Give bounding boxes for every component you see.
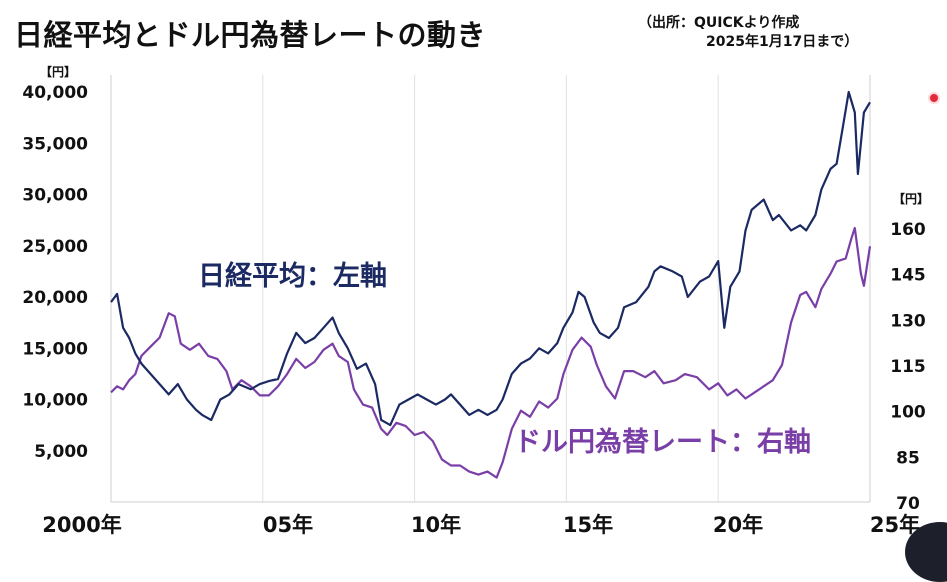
left-tick-1: 10,000 — [22, 391, 88, 411]
right-tick-4: 130 — [890, 311, 926, 331]
x-tick-3: 15年 — [563, 513, 613, 537]
source-note: （出所：QUICKより作成 2025年1月17日まで） — [638, 14, 858, 52]
source-note-line1: （出所：QUICKより作成 — [638, 15, 800, 31]
usdjpy-line — [110, 226, 872, 479]
source-note-line2: 2025年1月17日まで） — [706, 34, 859, 50]
series-lines — [110, 90, 872, 479]
nikkei-line — [110, 90, 871, 427]
left-axis-ticks: 5,000 10,000 15,000 20,000 25,000 30,000 35,00… — [22, 83, 88, 462]
right-tick-2: 100 — [890, 403, 926, 423]
cursor-pointer-dot — [928, 92, 940, 104]
right-tick-6: 160 — [890, 220, 926, 240]
usdjpy-series-label: ドル円為替レート：右軸 — [514, 426, 811, 458]
x-tick-4: 20年 — [713, 513, 763, 537]
right-tick-3: 115 — [890, 357, 926, 377]
x-axis-ticks: 2000年 05年 10年 15年 20年 25年 — [42, 513, 920, 537]
x-tick-0: 2000年 — [42, 513, 121, 537]
right-tick-0: 70 — [896, 494, 920, 514]
grid — [110, 75, 871, 503]
left-tick-5: 30,000 — [22, 186, 88, 206]
right-tick-5: 145 — [890, 266, 926, 286]
x-tick-1: 05年 — [263, 513, 313, 537]
right-axis-ticks: 70 85 100 115 130 145 160 — [890, 220, 926, 514]
chart-canvas: 5,000 10,000 15,000 20,000 25,000 30,000 35,00… — [22, 64, 929, 537]
left-tick-6: 35,000 — [22, 134, 88, 154]
left-tick-7: 40,000 — [22, 83, 88, 103]
left-tick-4: 25,000 — [22, 237, 88, 257]
left-tick-2: 15,000 — [22, 339, 88, 359]
right-axis-unit: 【円】 — [893, 191, 929, 206]
nikkei-series-label: 日経平均：左軸 — [198, 260, 387, 292]
chart-title: 日経平均とドル円為替レートの動き — [14, 18, 487, 52]
x-tick-2: 10年 — [411, 513, 461, 537]
right-tick-1: 85 — [896, 448, 920, 468]
left-tick-3: 20,000 — [22, 288, 88, 308]
left-tick-0: 5,000 — [34, 442, 88, 462]
left-axis-unit: 【円】 — [40, 64, 76, 79]
